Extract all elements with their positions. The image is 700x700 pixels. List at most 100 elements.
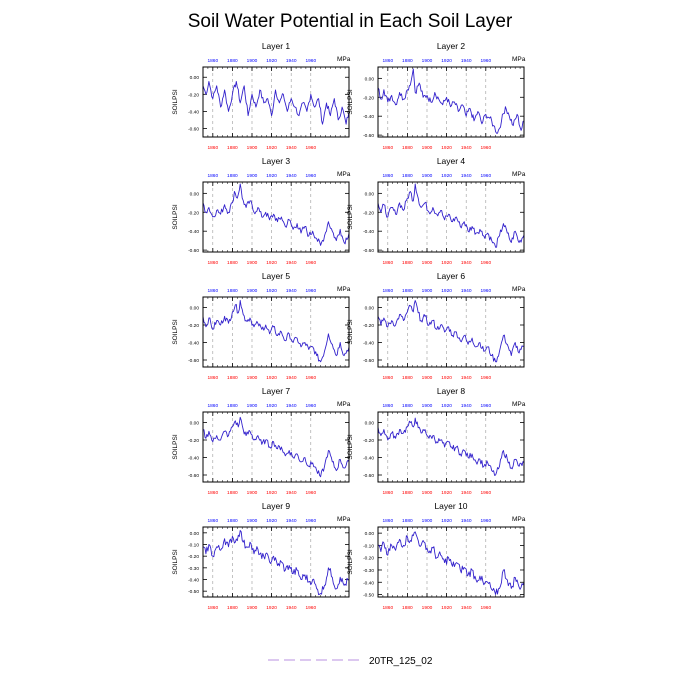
x-tick-label-top: 1960 [305, 58, 316, 64]
y-tick-label: -0.10 [188, 543, 199, 549]
x-tick-label-top: 1940 [461, 173, 472, 179]
x-tick-label-top: 1900 [247, 58, 258, 64]
panel-layer-5: Layer 5 MPa SOILPSI 0.00 -0.20 -0.40 -0.60 1860… [172, 271, 351, 381]
x-tick-label-top: 1920 [266, 58, 277, 64]
y-tick-label: -0.20 [363, 95, 374, 101]
y-tick-label: 0.00 [190, 531, 200, 537]
x-tick-label-top: 1860 [382, 288, 393, 294]
x-tick-label-top: 1960 [305, 173, 316, 179]
plot-frame [202, 296, 350, 368]
plot-frame [202, 66, 350, 138]
y-tick-label: -0.20 [188, 323, 199, 329]
x-tick-label-bottom: 1940 [286, 490, 297, 496]
x-tick-label-top: 1920 [441, 518, 452, 524]
series-line [202, 416, 350, 478]
units-label: MPa [512, 286, 526, 293]
y-tick-label: 0.00 [190, 421, 200, 427]
y-tick-label: -0.20 [363, 556, 374, 562]
x-tick-label-top: 1860 [207, 58, 218, 64]
y-tick-label: -0.40 [363, 229, 374, 235]
x-tick-label-top: 1880 [227, 518, 238, 524]
panel-title: Layer 7 [262, 386, 291, 396]
x-tick-label-top: 1920 [441, 58, 452, 64]
y-tick-label: -0.60 [188, 126, 199, 132]
x-tick-label-bottom: 1880 [402, 605, 413, 611]
x-tick-label-bottom: 1920 [266, 490, 277, 496]
x-tick-label-top: 1860 [207, 518, 218, 524]
x-tick-label-top: 1900 [422, 58, 433, 64]
y-tick-label: 0.00 [365, 421, 375, 427]
units-label: MPa [337, 286, 351, 293]
x-tick-label-bottom: 1920 [441, 375, 452, 381]
y-tick-label: -0.30 [188, 566, 199, 572]
x-tick-label-bottom: 1880 [227, 375, 238, 381]
y-tick-label: -0.20 [188, 210, 199, 216]
plot-frame [202, 526, 350, 598]
x-tick-label-top: 1960 [305, 403, 316, 409]
x-tick-label-bottom: 1960 [480, 260, 491, 266]
x-tick-label-bottom: 1960 [480, 375, 491, 381]
plot-frame [377, 526, 525, 598]
panel-layer-3: Layer 3 MPa SOILPSI 0.00 -0.20 -0.40 -0.60 1860… [172, 156, 351, 266]
panel-title: Layer 10 [434, 501, 467, 511]
panel-title: Layer 4 [437, 156, 466, 166]
x-tick-label-top: 1960 [480, 58, 491, 64]
x-tick-label-top: 1940 [286, 518, 297, 524]
y-tick-label: -0.40 [363, 114, 374, 120]
x-tick-label-top: 1860 [382, 403, 393, 409]
x-tick-label-bottom: 1960 [305, 375, 316, 381]
y-tick-label: -0.50 [363, 593, 374, 599]
x-tick-label-top: 1920 [266, 518, 277, 524]
x-tick-label-top: 1880 [227, 58, 238, 64]
plot-frame [202, 181, 350, 253]
x-tick-label-bottom: 1860 [382, 145, 393, 151]
y-tick-label: -0.40 [363, 580, 374, 586]
x-tick-label-bottom: 1860 [382, 375, 393, 381]
panel-title: Layer 8 [437, 386, 466, 396]
x-tick-label-top: 1880 [402, 173, 413, 179]
y-axis-label: SOILPSI [347, 434, 354, 459]
x-tick-label-bottom: 1900 [247, 605, 258, 611]
x-tick-label-bottom: 1880 [227, 605, 238, 611]
y-tick-label: -0.40 [188, 109, 199, 115]
x-tick-label-bottom: 1860 [382, 490, 393, 496]
x-tick-label-bottom: 1920 [441, 260, 452, 266]
series-line [377, 300, 525, 363]
y-tick-label: -0.40 [188, 578, 199, 584]
x-tick-label-bottom: 1920 [441, 145, 452, 151]
x-tick-label-top: 1860 [207, 403, 218, 409]
x-tick-label-bottom: 1900 [422, 260, 433, 266]
y-tick-label: 0.00 [190, 306, 200, 312]
x-tick-label-bottom: 1900 [422, 375, 433, 381]
x-tick-label-top: 1860 [382, 58, 393, 64]
x-tick-label-bottom: 1880 [402, 490, 413, 496]
y-tick-label: -0.20 [363, 210, 374, 216]
x-tick-label-bottom: 1900 [422, 490, 433, 496]
x-tick-label-bottom: 1900 [422, 605, 433, 611]
x-tick-label-bottom: 1940 [286, 375, 297, 381]
units-label: MPa [512, 56, 526, 63]
x-tick-label-bottom: 1960 [480, 490, 491, 496]
y-tick-label: -0.40 [188, 341, 199, 347]
x-tick-label-bottom: 1920 [441, 490, 452, 496]
y-tick-label: -0.60 [363, 248, 374, 254]
y-tick-label: -0.60 [188, 358, 199, 364]
x-tick-label-top: 1900 [422, 288, 433, 294]
x-tick-label-bottom: 1860 [382, 260, 393, 266]
panels-group: Layer 1 MPa SOILPSI 0.00 -0.20 -0.40 -0.60 1860… [172, 41, 526, 611]
y-axis-label: SOILPSI [347, 204, 354, 229]
x-tick-label-bottom: 1960 [305, 145, 316, 151]
legend-label: 20TR_125_02 [369, 656, 433, 667]
panel-title: Layer 1 [262, 41, 291, 51]
x-tick-label-bottom: 1880 [227, 260, 238, 266]
y-tick-label: -0.20 [188, 92, 199, 98]
x-tick-label-top: 1940 [461, 518, 472, 524]
x-tick-label-bottom: 1860 [207, 145, 218, 151]
plot-frame [377, 66, 525, 138]
x-tick-label-top: 1860 [382, 518, 393, 524]
panel-title: Layer 6 [437, 271, 466, 281]
y-tick-label: -0.10 [363, 543, 374, 549]
x-tick-label-top: 1920 [441, 288, 452, 294]
x-tick-label-bottom: 1920 [441, 605, 452, 611]
x-tick-label-bottom: 1940 [286, 260, 297, 266]
